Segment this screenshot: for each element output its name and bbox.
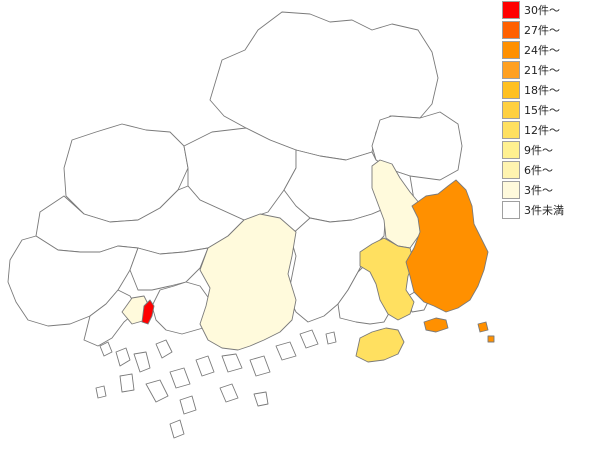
legend-item: 9件～: [502, 140, 564, 160]
region-east-orange-isle-1[interactable]: [423, 317, 449, 333]
legend-label: 18件～: [524, 84, 560, 97]
legend-swatch: [502, 41, 520, 59]
legend: 30件～ 27件～ 24件～ 21件～ 18件～ 15件～ 12件～ 9件～ 6…: [502, 0, 564, 220]
legend-item: 30件～: [502, 0, 564, 20]
region-east-light[interactable]: [359, 237, 415, 321]
region-center-upper[interactable]: [129, 247, 209, 291]
legend-label: 3件未満: [524, 204, 564, 217]
region-east-orange-isle-3[interactable]: [487, 335, 495, 343]
region-city-red[interactable]: [141, 299, 155, 325]
legend-swatch: [502, 141, 520, 159]
region-island-light[interactable]: [355, 327, 405, 363]
region-east-orange[interactable]: [405, 179, 489, 313]
legend-label: 30件～: [524, 4, 560, 17]
legend-item: 3件～: [502, 180, 564, 200]
legend-item: 27件～: [502, 20, 564, 40]
region-west-lower[interactable]: [7, 235, 139, 327]
legend-item: 24件～: [502, 40, 564, 60]
legend-item: 3件未満: [502, 200, 564, 220]
legend-label: 9件～: [524, 144, 553, 157]
legend-swatch: [502, 101, 520, 119]
legend-swatch: [502, 201, 520, 219]
legend-swatch: [502, 161, 520, 179]
legend-swatch: [502, 181, 520, 199]
legend-label: 12件～: [524, 124, 560, 137]
legend-label: 24件～: [524, 44, 560, 57]
legend-item: 15件～: [502, 100, 564, 120]
legend-item: 18件～: [502, 80, 564, 100]
legend-swatch: [502, 1, 520, 19]
legend-item: 21件～: [502, 60, 564, 80]
legend-label: 6件～: [524, 164, 553, 177]
legend-swatch: [502, 81, 520, 99]
region-east-orange-isle-2[interactable]: [477, 321, 489, 333]
legend-swatch: [502, 121, 520, 139]
legend-label: 3件～: [524, 184, 553, 197]
region-center-pale[interactable]: [199, 213, 297, 351]
legend-item: 12件～: [502, 120, 564, 140]
legend-swatch: [502, 61, 520, 79]
small-islands: [95, 329, 337, 439]
legend-label: 21件～: [524, 64, 560, 77]
legend-label: 27件～: [524, 24, 560, 37]
legend-label: 15件～: [524, 104, 560, 117]
legend-swatch: [502, 21, 520, 39]
legend-item: 6件～: [502, 160, 564, 180]
